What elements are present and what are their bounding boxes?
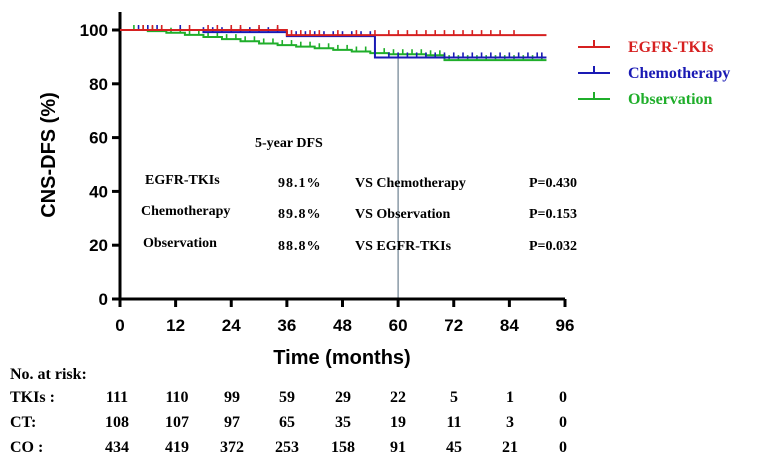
x-axis-title: Time (months): [273, 347, 410, 369]
annotation-dfs: 89.8%: [278, 207, 322, 222]
risk-cell: 3: [506, 414, 514, 431]
risk-cell: 108: [105, 414, 129, 431]
risk-cell: 5: [450, 389, 458, 406]
annotation-group: Observation: [143, 236, 217, 251]
dfs-annotation: 5-year DFS EGFR-TKIs 98.1% VS Chemotherapy P…: [141, 136, 577, 254]
risk-cell: 0: [559, 439, 567, 456]
risk-cell: 35: [335, 414, 351, 431]
risk-cell: 0: [559, 414, 567, 431]
risk-cell: 65: [279, 414, 295, 431]
risk-cell: 22: [390, 389, 406, 406]
y-tick-label: 80: [89, 75, 108, 94]
legend-label: EGFR-TKIs: [628, 39, 713, 56]
annotation-dfs: 88.8%: [278, 239, 322, 254]
x-tick-label: 0: [115, 316, 124, 335]
annotation-group: EGFR-TKIs: [145, 173, 220, 188]
risk-cell: 59: [279, 389, 295, 406]
annotation-title: 5-year DFS: [255, 136, 323, 151]
risk-cell: 107: [165, 414, 189, 431]
x-tick-label: 12: [166, 316, 185, 335]
x-tick-label: 96: [556, 316, 575, 335]
x-tick-label: 24: [222, 316, 241, 335]
axes: [118, 12, 565, 301]
risk-cell: 91: [390, 439, 406, 456]
risk-cell: 158: [331, 439, 355, 456]
annotation-comparison: VS Chemotherapy: [355, 176, 466, 191]
y-tick-label: 0: [99, 290, 108, 309]
risk-cell: 45: [446, 439, 462, 456]
annotation-comparison: VS Observation: [355, 207, 451, 222]
risk-cell: 97: [224, 414, 240, 431]
x-tick-label: 72: [444, 316, 463, 335]
risk-cell: 29: [335, 389, 351, 406]
y-tick-label: 40: [89, 182, 108, 201]
legend: EGFR-TKIs Chemotherapy Observation: [578, 39, 730, 108]
x-tick-label: 36: [277, 316, 296, 335]
risk-table-header: No. at risk:: [10, 366, 87, 383]
risk-cell: 434: [105, 439, 129, 456]
risk-cell: 11: [446, 414, 461, 431]
y-tick-label: 100: [80, 21, 108, 40]
x-tick-label: 84: [500, 316, 519, 335]
risk-table: No. at risk:TKIs :111 110 99 59 29 22 5 1 0CT: 10…: [10, 366, 567, 456]
risk-cell: 1: [506, 389, 514, 406]
risk-cell: 419: [165, 439, 189, 456]
legend-label: Observation: [628, 91, 713, 108]
x-ticks: 0 12 24 36 48 60 72 84 96: [115, 299, 574, 335]
risk-row-label: CT:: [10, 414, 36, 431]
risk-cell: 99: [224, 389, 240, 406]
x-tick-label: 60: [389, 316, 408, 335]
annotation-pvalue: P=0.153: [529, 207, 577, 222]
risk-cell: 253: [275, 439, 299, 456]
annotation-pvalue: P=0.032: [529, 239, 577, 254]
annotation-pvalue: P=0.430: [529, 176, 577, 191]
annotation-group: Chemotherapy: [141, 204, 230, 219]
risk-cell: 110: [165, 389, 188, 406]
risk-cell: 111: [106, 389, 128, 406]
risk-row-label: CO :: [10, 439, 43, 456]
risk-cell: 19: [390, 414, 406, 431]
risk-cell: 21: [502, 439, 518, 456]
y-tick-label: 20: [89, 236, 108, 255]
annotation-dfs: 98.1%: [278, 176, 322, 191]
y-axis-title: CNS-DFS (%): [38, 92, 60, 218]
survival-curves: [120, 25, 547, 62]
annotation-comparison: VS EGFR-TKIs: [355, 239, 452, 254]
risk-cell: 0: [559, 389, 567, 406]
y-ticks: 0 20 40 60 80 100: [80, 21, 120, 309]
x-tick-label: 48: [333, 316, 352, 335]
legend-label: Chemotherapy: [628, 65, 730, 82]
risk-row-label: TKIs :: [10, 389, 55, 406]
y-tick-label: 60: [89, 129, 108, 148]
risk-cell: 372: [220, 439, 244, 456]
